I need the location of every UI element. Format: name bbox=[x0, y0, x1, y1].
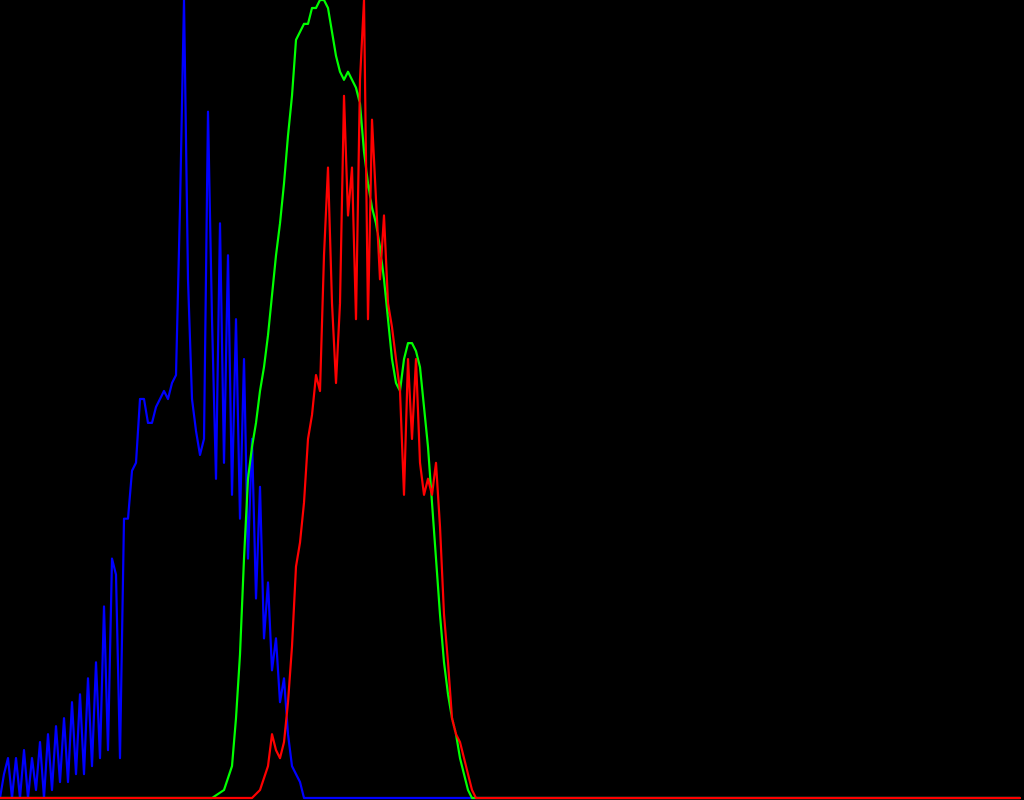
red-channel-line bbox=[0, 0, 1022, 800]
series-layer bbox=[0, 0, 1022, 800]
blue-channel-line bbox=[0, 0, 1022, 800]
rgb-histogram-chart bbox=[0, 0, 1024, 800]
chart-background bbox=[0, 0, 1024, 800]
green-channel-line bbox=[0, 0, 1022, 800]
